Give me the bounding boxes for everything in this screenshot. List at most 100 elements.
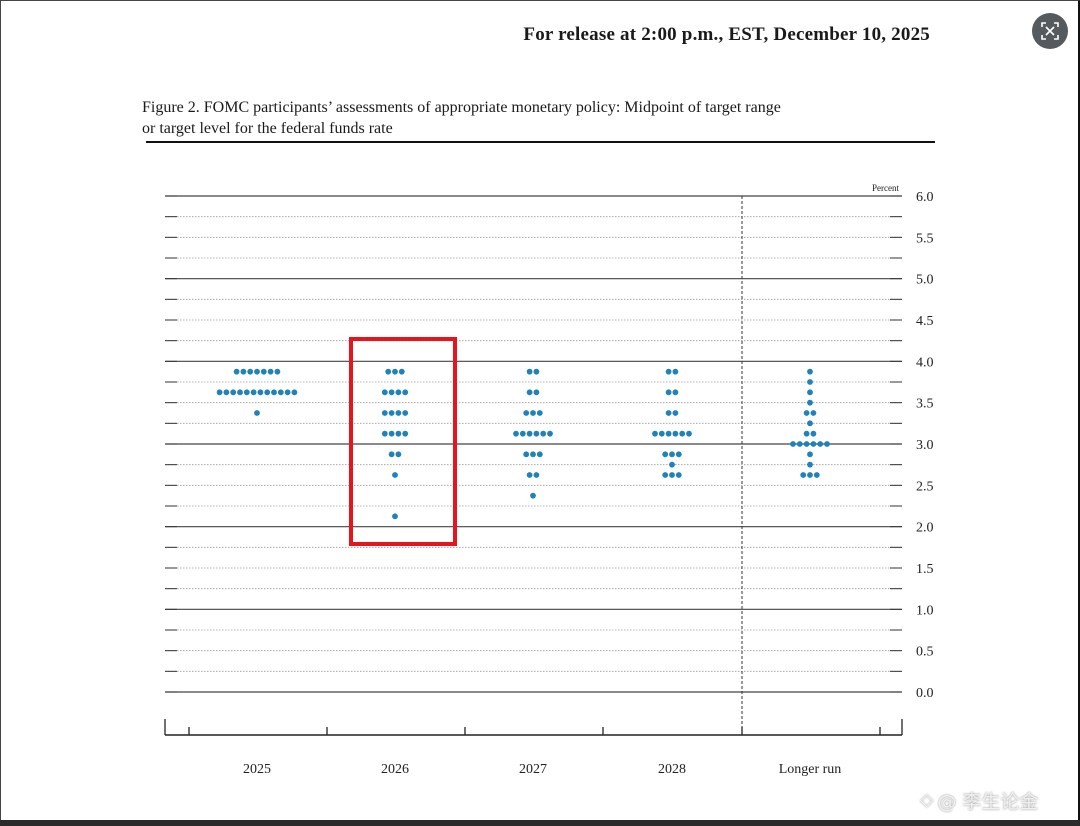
y-unit-label: Percent — [872, 183, 899, 193]
dot-point — [665, 410, 672, 416]
dot-point — [381, 410, 388, 416]
wechat-icon: ⬦ — [920, 789, 934, 811]
x-category-label: 2026 — [381, 762, 409, 777]
dot-point — [395, 389, 402, 396]
dot-point — [662, 451, 669, 458]
y-tick-label: 3.5 — [916, 397, 934, 412]
dot-point — [807, 389, 813, 396]
dot-point — [530, 410, 536, 416]
dot-point — [800, 472, 807, 478]
dot-point — [803, 430, 810, 437]
dot-point — [388, 451, 395, 458]
dot-point — [284, 389, 291, 396]
dot-point — [533, 430, 540, 437]
highlight-box — [349, 337, 457, 546]
dot-point — [540, 430, 547, 437]
dot-point — [807, 368, 813, 375]
y-tick-label: 1.5 — [916, 562, 934, 577]
dot-point — [813, 472, 820, 478]
x-category-label: 2027 — [519, 762, 547, 777]
dot-point — [223, 389, 230, 396]
dot-point — [250, 389, 257, 396]
dot-point — [526, 389, 533, 396]
dot-point — [807, 461, 813, 468]
x-category-label: 2025 — [243, 762, 271, 777]
y-tick-label: 0.0 — [916, 686, 934, 701]
dot-point — [526, 430, 533, 437]
dot-point — [533, 472, 540, 478]
dot-point — [675, 451, 682, 458]
dot-point — [513, 430, 519, 437]
dot-point — [665, 389, 672, 396]
dot-point — [658, 430, 665, 437]
dot-point — [274, 368, 281, 375]
dot-point — [807, 420, 813, 427]
dot-point — [381, 389, 388, 396]
dot-point — [530, 451, 536, 458]
title-rule — [146, 141, 935, 143]
dot-point — [523, 451, 530, 458]
dot-point — [254, 368, 260, 375]
dot-point — [254, 410, 260, 416]
watermark: ⬦ @ 李生论金 — [920, 786, 1076, 814]
dot-point — [395, 451, 402, 458]
dot-point — [807, 472, 813, 478]
x-category-label: 2028 — [658, 762, 686, 777]
y-tick-label: 1.0 — [916, 603, 934, 618]
dot-point — [230, 389, 237, 396]
lens-search-button[interactable] — [1032, 13, 1068, 49]
dot-point — [803, 441, 810, 447]
dot-point — [233, 368, 240, 375]
dot-point — [388, 389, 395, 396]
y-tick-label: 4.5 — [916, 314, 934, 329]
dot-point — [665, 368, 672, 375]
dot-point — [277, 389, 284, 396]
release-notice: For release at 2:00 p.m., EST, December … — [523, 24, 930, 45]
dot-point — [807, 451, 813, 458]
dot-point — [817, 441, 824, 447]
dot-point — [257, 389, 264, 396]
dot-point — [388, 410, 395, 416]
dot-point — [669, 461, 675, 468]
dot-point — [381, 430, 388, 437]
dot-point — [216, 389, 223, 396]
dot-point — [533, 389, 540, 396]
dot-point — [264, 389, 271, 396]
dot-point — [526, 472, 533, 478]
dot-point — [803, 410, 810, 416]
dot-point — [402, 389, 409, 396]
dot-point — [533, 368, 540, 375]
figure-title-line1: Figure 2. FOMC participants’ assessments… — [142, 99, 781, 116]
y-tick-label: 6.0 — [916, 190, 934, 205]
y-tick-label: 3.0 — [916, 438, 934, 453]
dot-point — [672, 389, 679, 396]
dot-point — [536, 451, 543, 458]
lens-search-icon — [1041, 22, 1059, 40]
dot-point — [669, 472, 675, 478]
dot-point — [260, 368, 267, 375]
dot-point — [402, 430, 409, 437]
x-category-label: Longer run — [779, 762, 842, 777]
dot-point — [536, 410, 543, 416]
dot-point — [824, 441, 830, 447]
dot-point — [392, 513, 398, 520]
dot-point — [388, 430, 395, 437]
dot-point — [519, 430, 526, 437]
y-tick-label: 0.5 — [916, 645, 934, 660]
dot-point — [291, 389, 298, 396]
dot-point — [395, 410, 402, 416]
dot-point — [796, 441, 803, 447]
figure-title-line2: or target level for the federal funds ra… — [142, 120, 393, 137]
dot-point — [392, 368, 398, 375]
watermark-text: @ 李生论金 — [937, 790, 1039, 813]
dot-point — [679, 430, 686, 437]
dot-point — [526, 368, 533, 375]
dot-point — [247, 368, 254, 375]
dot-point — [652, 430, 658, 437]
dot-point — [243, 389, 250, 396]
dot-point — [672, 368, 679, 375]
dot-point — [790, 441, 796, 447]
dot-point — [240, 368, 247, 375]
dot-point — [672, 430, 679, 437]
dot-point — [267, 368, 274, 375]
